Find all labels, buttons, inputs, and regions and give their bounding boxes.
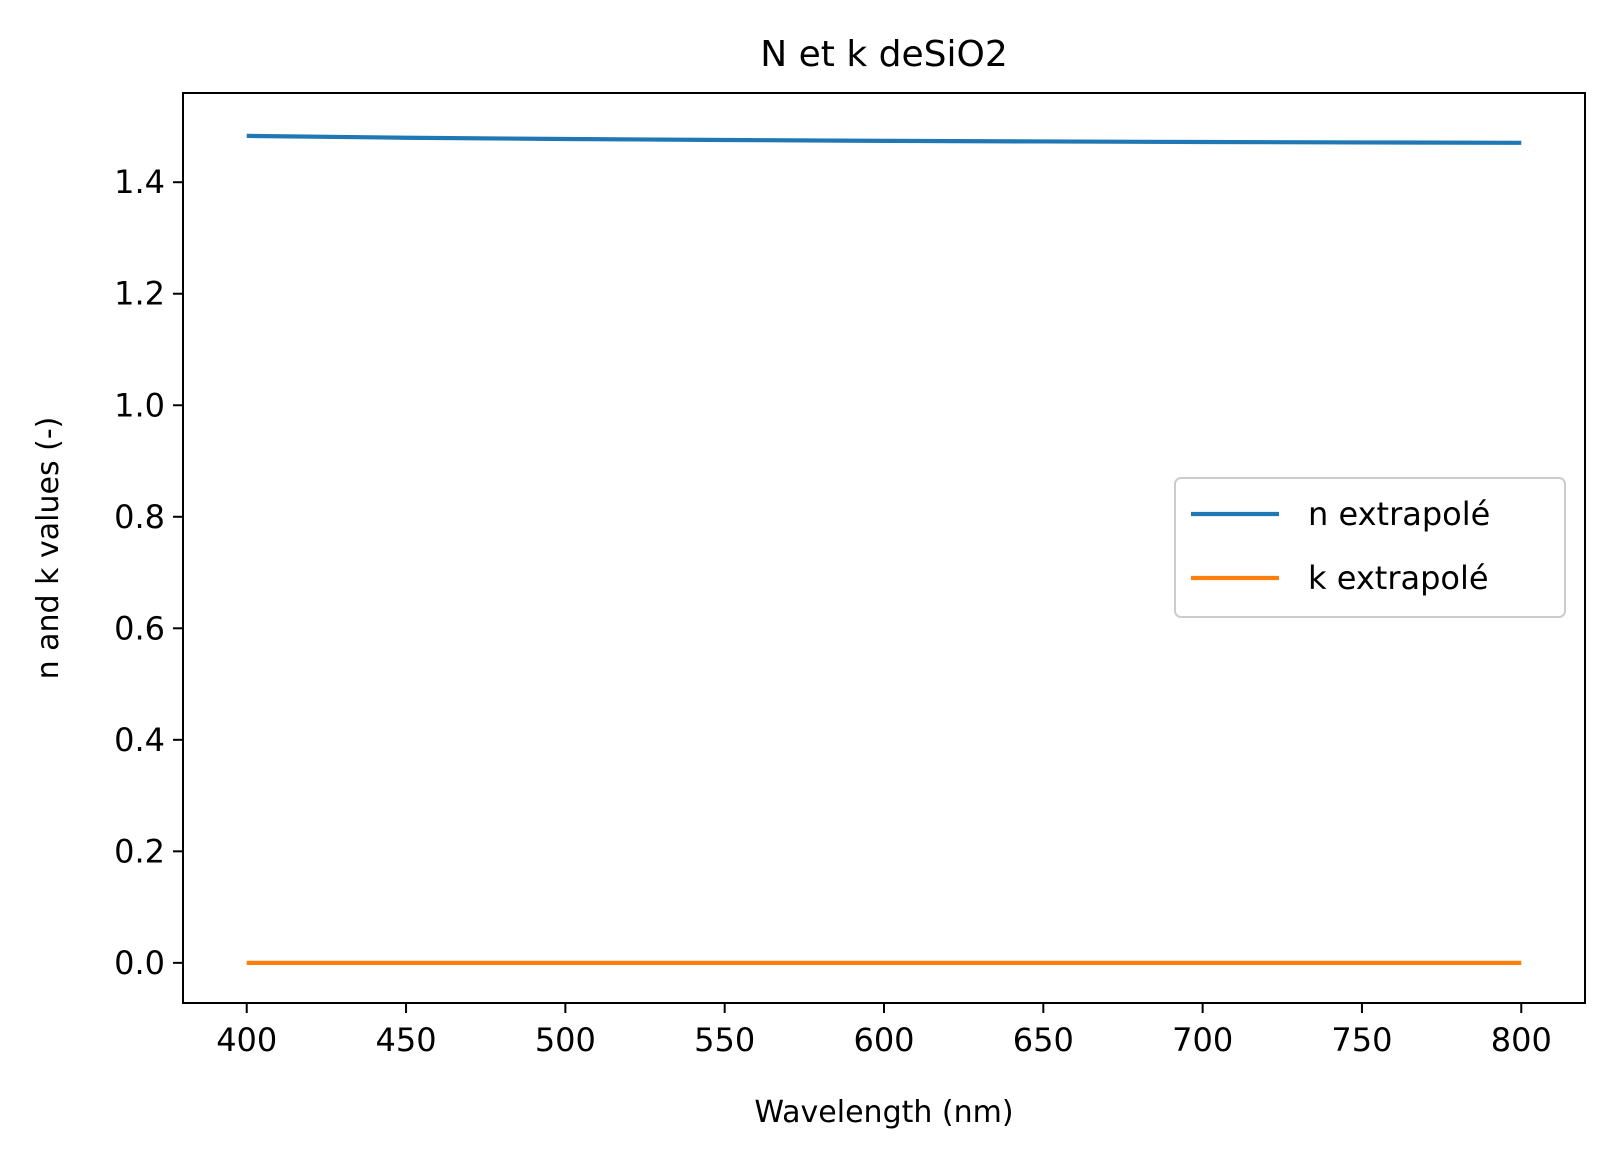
x-tick-label: 800: [1491, 1021, 1552, 1059]
x-axis-label: Wavelength (nm): [754, 1095, 1013, 1130]
y-axis-label: n and k values (-): [31, 417, 66, 680]
series-layer: [246, 133, 1522, 965]
legend: n extrapolé k extrapolé: [1174, 477, 1566, 618]
y-tick-label: 1.0: [114, 386, 165, 424]
chart-title: N et k deSiO2: [760, 34, 1007, 75]
y-tick-label: 0.6: [114, 609, 165, 647]
y-axis-ticks: 0.0 0.2 0.4 0.6 0.8 1.0 1.2 1.4: [114, 163, 183, 982]
legend-label: k extrapolé: [1308, 559, 1489, 597]
x-tick-label: 750: [1331, 1021, 1392, 1059]
y-tick-label: 0.2: [114, 832, 165, 870]
y-tick-label: 0.0: [114, 944, 165, 982]
legend-label: n extrapolé: [1308, 495, 1490, 533]
x-tick-label: 700: [1172, 1021, 1233, 1059]
y-tick-label: 0.8: [114, 498, 165, 536]
y-tick-label: 1.4: [114, 163, 165, 201]
x-tick-label: 500: [535, 1021, 596, 1059]
x-tick-label: 450: [376, 1021, 437, 1059]
y-tick-label: 1.2: [114, 275, 165, 313]
x-axis-ticks: 400 450 500 550 600 650 700 750 800: [216, 1003, 1552, 1059]
series-line-n: [246, 133, 1522, 145]
y-tick-label: 0.4: [114, 721, 165, 759]
x-tick-label: 400: [216, 1021, 277, 1059]
x-tick-label: 650: [1013, 1021, 1074, 1059]
x-tick-label: 550: [694, 1021, 755, 1059]
x-tick-label: 600: [853, 1021, 914, 1059]
